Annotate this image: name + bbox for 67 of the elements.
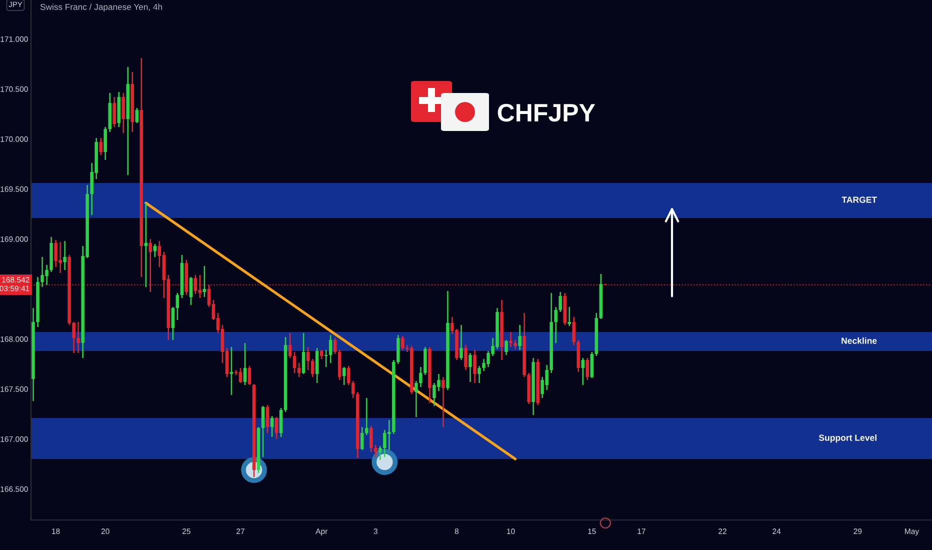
- candlestick: [342, 366, 346, 386]
- candlestick: [370, 425, 373, 453]
- candlestick: [581, 357, 584, 386]
- candlestick: [144, 202, 148, 288]
- candlestick: [302, 332, 306, 375]
- band-label: Support Level: [818, 434, 876, 443]
- candlestick: [315, 347, 319, 384]
- candlestick: [202, 265, 206, 298]
- candlestick: [297, 362, 301, 378]
- candlestick: [586, 357, 589, 381]
- candlestick: [261, 405, 265, 458]
- candlestick: [401, 335, 404, 351]
- candlestick: [374, 444, 378, 458]
- candlestick: [396, 334, 400, 365]
- candlestick: [414, 380, 418, 418]
- candlestick: [509, 331, 512, 348]
- candlestick: [378, 445, 382, 461]
- candlestick: [504, 339, 508, 356]
- candlestick: [76, 321, 80, 354]
- chart-title: Swiss Franc / Japanese Yen, 4h: [40, 4, 162, 12]
- candlestick: [99, 137, 102, 156]
- candlestick: [310, 358, 314, 378]
- candlestick: [351, 380, 355, 399]
- candlestick: [266, 404, 270, 434]
- candlestick: [572, 316, 576, 346]
- candlestick: [473, 349, 476, 384]
- candlestick: [424, 346, 427, 376]
- candlestick: [274, 416, 278, 440]
- candlestick: [590, 351, 594, 379]
- candlestick: [478, 365, 481, 384]
- candlestick: [292, 351, 296, 374]
- candlestick: [122, 92, 125, 134]
- candlestick: [230, 346, 234, 396]
- candlestick: [171, 306, 175, 341]
- candlestick: [176, 292, 180, 321]
- candlestick: [518, 324, 522, 351]
- candlestick: [460, 324, 463, 361]
- candlestick: [63, 240, 66, 271]
- candlestick: [279, 407, 283, 438]
- candlestick: [464, 344, 468, 371]
- candlestick: [72, 321, 76, 354]
- candlestick: [238, 367, 242, 384]
- candlestick: [104, 126, 107, 161]
- candlestick: [333, 337, 337, 355]
- candlestick: [306, 346, 310, 371]
- candlestick: [365, 397, 368, 436]
- candlestick: [558, 291, 562, 313]
- candlestick: [442, 376, 445, 428]
- candlestick: [554, 306, 558, 344]
- candlestick: [243, 342, 247, 386]
- candlestick: [153, 243, 157, 258]
- candlestick: [324, 349, 328, 368]
- candlestick: [135, 107, 138, 124]
- candlestick: [189, 276, 193, 306]
- candlestick: [328, 334, 332, 364]
- candlestick: [346, 365, 350, 386]
- band-label: Neckline: [842, 337, 877, 344]
- annotation: CHFJPY: [498, 104, 596, 122]
- candlestick: [419, 366, 422, 388]
- candlestick: [270, 415, 274, 438]
- candlestick: [288, 332, 292, 359]
- candlestick: [360, 426, 364, 451]
- candlestick: [248, 365, 252, 386]
- band-label: TARGET: [842, 196, 877, 203]
- candlestick: [568, 306, 571, 327]
- candlestick: [468, 352, 472, 383]
- candlestick: [112, 96, 116, 128]
